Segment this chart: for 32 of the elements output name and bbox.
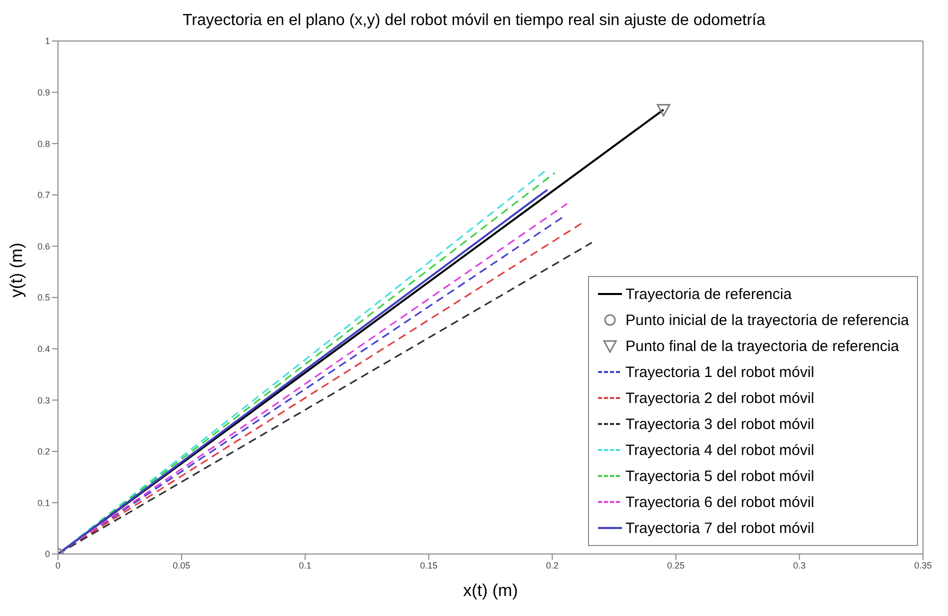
y-tick-label: 0.3 [37,395,50,406]
legend-label: Trayectoria de referencia [626,286,792,302]
x-tick-label: 0.35 [914,560,932,570]
legend-label: Trayectoria 2 del robot móvil [626,390,814,406]
y-tick-label: 0.5 [37,292,50,303]
legend-label: Trayectoria 7 del robot móvil [626,520,814,536]
legend-label: Trayectoria 6 del robot móvil [626,494,814,510]
y-tick-label: 0 [44,549,50,560]
legend-label: Trayectoria 3 del robot móvil [626,416,814,432]
chart-title: Trayectoria en el plano (x,y) del robot móvil en tiempo real sin ajuste de odometría [182,12,766,30]
legend-label: Trayectoria 1 del robot móvil [626,364,814,380]
y-tick-label: 0.4 [37,344,50,354]
y-tick-label: 0.9 [37,87,50,98]
y-tick-label: 0.7 [37,190,50,200]
legend-label: Punto inicial de la trayectoria de referencia [626,312,909,328]
x-tick-label: 0.1 [298,560,312,570]
y-tick-label: 0.1 [37,498,50,508]
y-tick-label: 0.6 [37,241,50,252]
x-tick-label: 0.15 [420,560,438,570]
x-tick-label: 0.3 [793,560,806,570]
legend-label: Punto final de la trayectoria de referencia [626,338,899,354]
x-tick-label: 0.05 [172,560,190,570]
x-tick-label: 0.25 [667,560,685,570]
y-tick-label: 0.8 [37,138,50,149]
x-tick-label: 0.2 [546,560,559,570]
x-tick-label: 0 [55,560,61,570]
legend-label: Trayectoria 4 del robot móvil [626,442,814,458]
y-tick-label: 0.2 [37,446,50,457]
y-axis-title: y(t) (m) [7,242,26,298]
x-axis-title: x(t) (m) [463,581,518,600]
y-tick-label: 1 [44,36,50,46]
legend-label: Trayectoria 5 del robot móvil [626,468,814,484]
